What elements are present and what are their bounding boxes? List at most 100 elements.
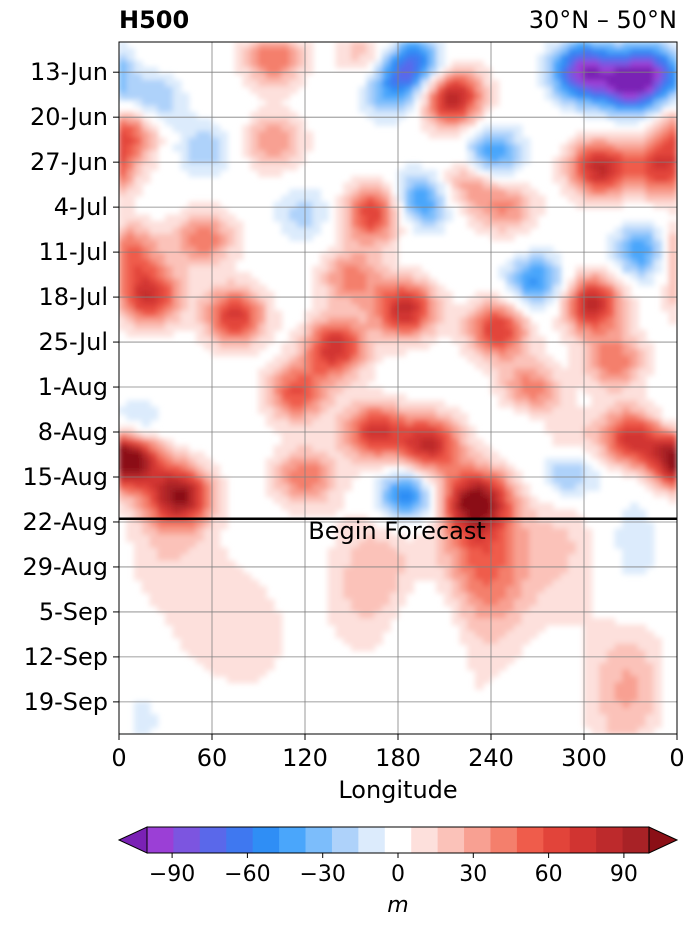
contour-cell [157, 240, 166, 248]
contour-cell [614, 374, 624, 383]
contour-cell [258, 592, 267, 600]
contour-cell [529, 528, 538, 536]
contour-cell [661, 182, 670, 190]
contour-cell [668, 438, 677, 447]
contour-cell [661, 118, 670, 126]
contour-cell [637, 554, 647, 562]
contour-cell [436, 554, 445, 562]
contour-cell [482, 336, 492, 344]
contour-cell [327, 265, 337, 274]
contour-cell [606, 278, 616, 286]
contour-cell [622, 445, 631, 453]
contour-cell [273, 60, 283, 69]
contour-cell [529, 374, 538, 383]
contour-cell [622, 650, 631, 658]
contour-cell [575, 67, 585, 75]
contour-cell [180, 477, 190, 485]
contour-cell [653, 425, 662, 434]
contour-cell [560, 528, 569, 536]
contour-cell [420, 92, 430, 101]
contour-cell [351, 195, 360, 203]
contour-cell [622, 304, 631, 312]
contour-cell [599, 714, 608, 722]
contour-cell [134, 265, 143, 274]
contour-cell [583, 675, 593, 684]
contour-cell [583, 643, 593, 652]
contour-cell [645, 54, 655, 62]
contour-cell [312, 477, 321, 485]
contour-cell [420, 445, 430, 453]
contour-cell [320, 490, 329, 498]
contour-cell [451, 560, 461, 568]
contour-cell [180, 560, 190, 568]
contour-cell [126, 502, 135, 511]
contour-cell [134, 272, 143, 280]
contour-cell [242, 79, 252, 88]
contour-cell [583, 176, 593, 184]
contour-cell [661, 67, 670, 75]
contour-cell [273, 496, 283, 504]
contour-cell [637, 150, 647, 158]
contour-cell [630, 156, 639, 165]
contour-cell [599, 163, 608, 171]
contour-cell [506, 566, 515, 575]
contour-cell [630, 144, 639, 152]
contour-cell [119, 246, 128, 254]
contour-cell [405, 483, 414, 492]
contour-cell [568, 67, 577, 75]
contour-cell [327, 387, 337, 395]
contour-cell [599, 451, 608, 459]
contour-cell [335, 368, 345, 376]
contour-cell [405, 272, 414, 280]
contour-cell [141, 509, 151, 517]
contour-cell [498, 317, 507, 325]
contour-cell [436, 425, 445, 434]
contour-cell [645, 547, 655, 556]
contour-cell [258, 656, 267, 665]
contour-cell [366, 92, 376, 101]
contour-cell [203, 509, 213, 517]
contour-cell [459, 624, 469, 632]
contour-cell [575, 156, 585, 165]
contour-cell [134, 163, 143, 171]
contour-cell [343, 265, 352, 274]
contour-cell [149, 284, 159, 293]
contour-cell [382, 406, 391, 415]
contour-cell [149, 483, 159, 492]
contour-cell [405, 457, 414, 466]
contour-cell [568, 188, 577, 197]
contour-cell [467, 477, 476, 485]
contour-cell [141, 105, 151, 113]
contour-cell [366, 79, 376, 88]
contour-cell [568, 73, 577, 81]
contour-cell [296, 477, 306, 485]
contour-cell [196, 240, 205, 248]
contour-cell [165, 470, 174, 479]
contour-cell [583, 86, 593, 94]
contour-cell [141, 278, 151, 286]
contour-cell [413, 54, 422, 62]
contour-cell [141, 86, 151, 94]
contour-cell [475, 675, 484, 684]
contour-cell [490, 650, 500, 658]
contour-cell [180, 291, 190, 299]
contour-cell [196, 554, 205, 562]
contour-cell [475, 131, 484, 139]
contour-cell [498, 169, 507, 178]
contour-cell [475, 214, 484, 222]
contour-cell [544, 67, 554, 75]
contour-cell [583, 714, 593, 722]
contour-cell [575, 438, 585, 447]
contour-cell [506, 227, 515, 235]
contour-cell [327, 259, 337, 267]
contour-cell [126, 259, 135, 267]
contour-cell [351, 579, 360, 588]
contour-cell [645, 727, 655, 734]
contour-cell [552, 381, 562, 389]
contour-cell [172, 214, 182, 222]
contour-cell [521, 387, 531, 395]
contour-cell [203, 336, 213, 344]
contour-cell [196, 150, 205, 158]
contour-cell [645, 637, 655, 645]
contour-cell [475, 310, 484, 319]
